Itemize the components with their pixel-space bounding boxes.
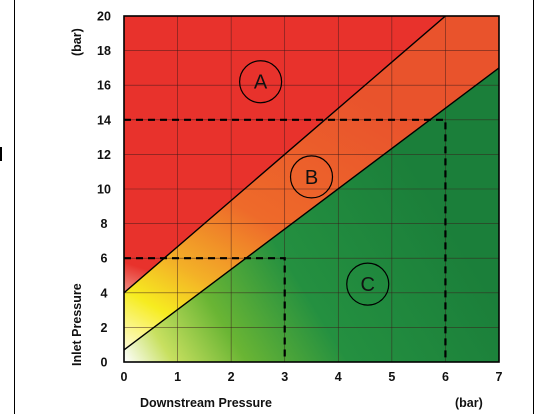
frame-border-right [533,0,534,414]
zone-a-label: A [254,72,268,94]
y-tick-label: 14 [97,113,111,127]
y-tick-label: 4 [101,286,108,300]
y-tick-label: 2 [101,321,108,335]
zone-c-circle [346,262,390,306]
y-tick-label: 18 [97,44,111,58]
zone-labels: A B C [239,60,390,306]
zone-boundaries [124,16,499,351]
frame-border-left [14,0,15,414]
reference-line-1 [124,118,447,362]
x-tick-label: 2 [228,370,235,384]
y-tick-label: 8 [101,217,108,231]
y-tick-label: 16 [97,79,111,93]
zone-b-fill [124,16,499,350]
side-marker [0,147,2,161]
y-tick-label: 12 [97,148,111,162]
zone-a-circle [239,60,283,104]
y-tick-label: 20 [97,10,111,24]
boundary-line-2 [124,67,499,351]
x-axis-title: Downstream Pressure [140,396,272,410]
zone-b-circle [289,155,334,199]
y-tick-labels: 0 2 4 6 8 10 12 14 16 18 20 [97,10,111,370]
y-axis-unit: (bar) [70,28,84,56]
x-tick-label: 6 [442,370,449,384]
zone-c-fill [124,67,499,362]
x-tick-label: 4 [335,370,342,384]
y-tick-label: 0 [101,356,108,370]
boundary-line-1 [124,16,446,294]
x-tick-label: 7 [496,370,503,384]
reference-lines [124,118,447,362]
x-tick-label: 1 [174,370,181,384]
x-axis-unit: (bar) [455,396,483,410]
y-tick-label: 6 [101,252,108,266]
zone-b-label: B [305,167,318,189]
x-tick-label: 0 [121,370,128,384]
x-tick-label: 3 [281,370,288,384]
x-tick-labels: 0 1 2 3 4 5 6 7 [121,370,503,384]
x-tick-label: 5 [388,370,395,384]
reference-line-2 [124,257,286,362]
zone-c-label: C [361,274,375,296]
plot-border [123,15,500,363]
y-axis-title: Inlet Pressure [70,283,84,366]
y-tick-label: 10 [97,183,111,197]
